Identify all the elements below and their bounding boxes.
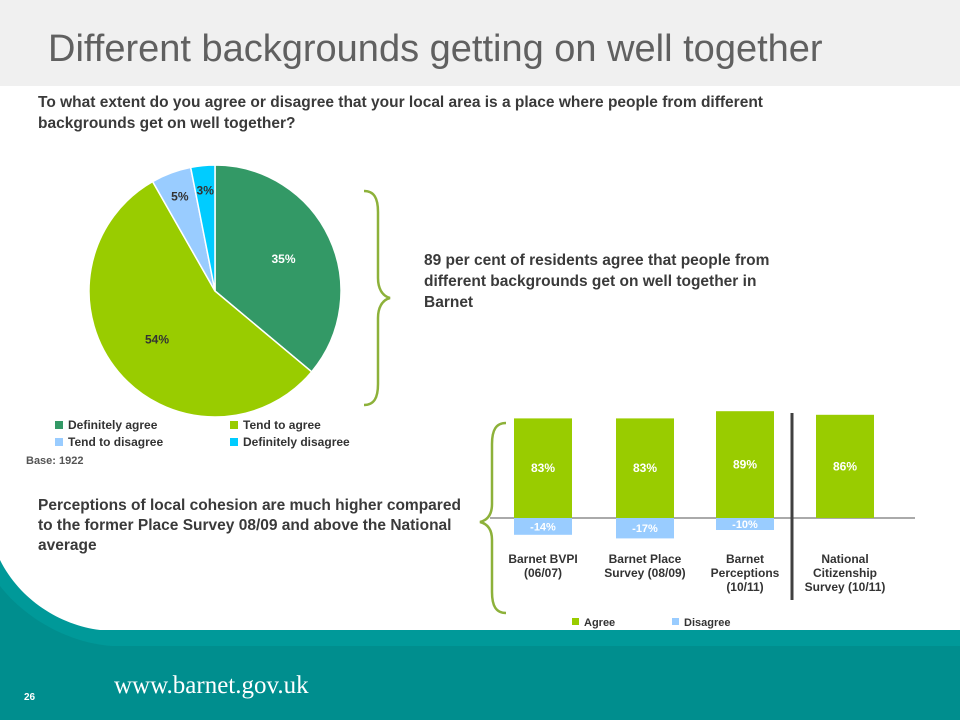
bar-agree: [816, 414, 874, 518]
brace-pie: [363, 189, 391, 407]
pie-slice-definitely-agree: [214, 164, 342, 373]
category-label: Barnet: [726, 552, 764, 566]
legend-label: Definitely disagree: [243, 435, 350, 449]
title-band: [0, 0, 960, 86]
footer-url: www.barnet.gov.uk: [114, 672, 309, 699]
bar-disagree: [514, 518, 572, 535]
bar-disagree: [716, 518, 774, 530]
bar-legend-label: Disagree: [684, 617, 730, 629]
slide-title: Different backgrounds getting on well to…: [48, 28, 823, 70]
bar-legend-swatch: [572, 618, 579, 625]
legend-swatch: [55, 438, 63, 446]
legend-item-definitely-agree: Definitely agree: [55, 418, 157, 432]
bar-value-label: 83%: [633, 461, 657, 475]
bar-value-label: -10%: [732, 519, 758, 531]
bar-agree: [716, 411, 774, 518]
pie-label: 54%: [145, 332, 169, 346]
bar-chart: 83% -14% Barnet BVPI(06/07) 83% -17% Barnet P…: [490, 411, 915, 629]
category-label: Barnet Place: [609, 552, 682, 566]
pie-label: 5%: [171, 190, 189, 204]
pie-slice-definitely-disagree: [189, 164, 216, 292]
category-label: Barnet BVPI: [508, 552, 577, 566]
base-note: Base: 1922: [26, 455, 84, 467]
category-label: Citizenship: [813, 566, 877, 580]
bar-value-label: -14%: [530, 521, 556, 533]
category-label: Survey (08/09): [604, 566, 685, 580]
category-label: (06/07): [524, 566, 562, 580]
bar-disagree: [616, 518, 674, 539]
bar-value-label: 89%: [733, 458, 757, 472]
survey-question: To what extent do you agree or disagree …: [38, 94, 763, 132]
bar-value-label: 83%: [531, 461, 555, 475]
legend-swatch: [230, 421, 238, 429]
bar-agree: [616, 418, 674, 518]
pie-chart: 35% 54% 5% 3%: [88, 164, 342, 418]
bar-callout: Perceptions of local cohesion are much h…: [38, 497, 461, 554]
bar-value-label: -17%: [632, 523, 658, 535]
category-label: (10/11): [726, 580, 763, 594]
legend-item-definitely-disagree: Definitely disagree: [230, 435, 350, 449]
pie-label: 3%: [197, 184, 215, 198]
legend-swatch: [230, 438, 238, 446]
legend-item-tend-to-agree: Tend to agree: [230, 418, 321, 432]
legend-item-tend-to-disagree: Tend to disagree: [55, 435, 163, 449]
pie-callout: 89 per cent of residents agree that peop…: [424, 252, 770, 311]
bar-legend-label: Agree: [584, 617, 615, 629]
bar-value-label: 86%: [833, 459, 857, 473]
category-label: National: [821, 552, 868, 566]
pie-label: 35%: [271, 252, 295, 266]
pie-slice-tend-to-agree: [88, 180, 313, 418]
bar-agree: [514, 418, 572, 518]
legend-label: Definitely agree: [68, 418, 158, 432]
legend-label: Tend to agree: [243, 418, 321, 432]
category-label: Survey (10/11): [805, 580, 886, 594]
legend-swatch: [55, 421, 63, 429]
legend-label: Tend to disagree: [68, 435, 164, 449]
page-number: 26: [24, 692, 36, 703]
bar-legend-swatch: [672, 618, 679, 625]
category-label: Perceptions: [711, 566, 780, 580]
